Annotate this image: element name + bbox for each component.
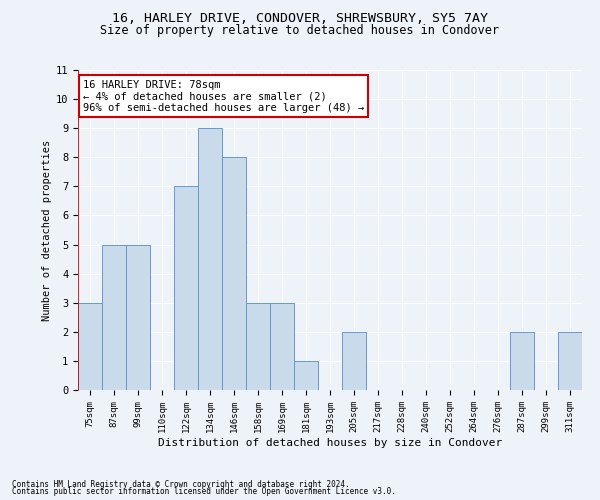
Bar <box>510 332 534 390</box>
Bar <box>126 244 150 390</box>
Bar <box>270 302 294 390</box>
Bar <box>246 302 270 390</box>
Bar <box>78 302 102 390</box>
Text: Contains public sector information licensed under the Open Government Licence v3: Contains public sector information licen… <box>12 488 396 496</box>
Text: Size of property relative to detached houses in Condover: Size of property relative to detached ho… <box>101 24 499 37</box>
Bar <box>342 332 366 390</box>
Bar <box>174 186 198 390</box>
X-axis label: Distribution of detached houses by size in Condover: Distribution of detached houses by size … <box>158 438 502 448</box>
Bar <box>558 332 582 390</box>
Bar <box>198 128 222 390</box>
Text: Contains HM Land Registry data © Crown copyright and database right 2024.: Contains HM Land Registry data © Crown c… <box>12 480 350 489</box>
Text: 16, HARLEY DRIVE, CONDOVER, SHREWSBURY, SY5 7AY: 16, HARLEY DRIVE, CONDOVER, SHREWSBURY, … <box>112 12 488 26</box>
Text: 16 HARLEY DRIVE: 78sqm
← 4% of detached houses are smaller (2)
96% of semi-detac: 16 HARLEY DRIVE: 78sqm ← 4% of detached … <box>83 80 364 113</box>
Bar <box>102 244 126 390</box>
Y-axis label: Number of detached properties: Number of detached properties <box>41 140 52 320</box>
Bar <box>222 158 246 390</box>
Bar <box>294 361 318 390</box>
